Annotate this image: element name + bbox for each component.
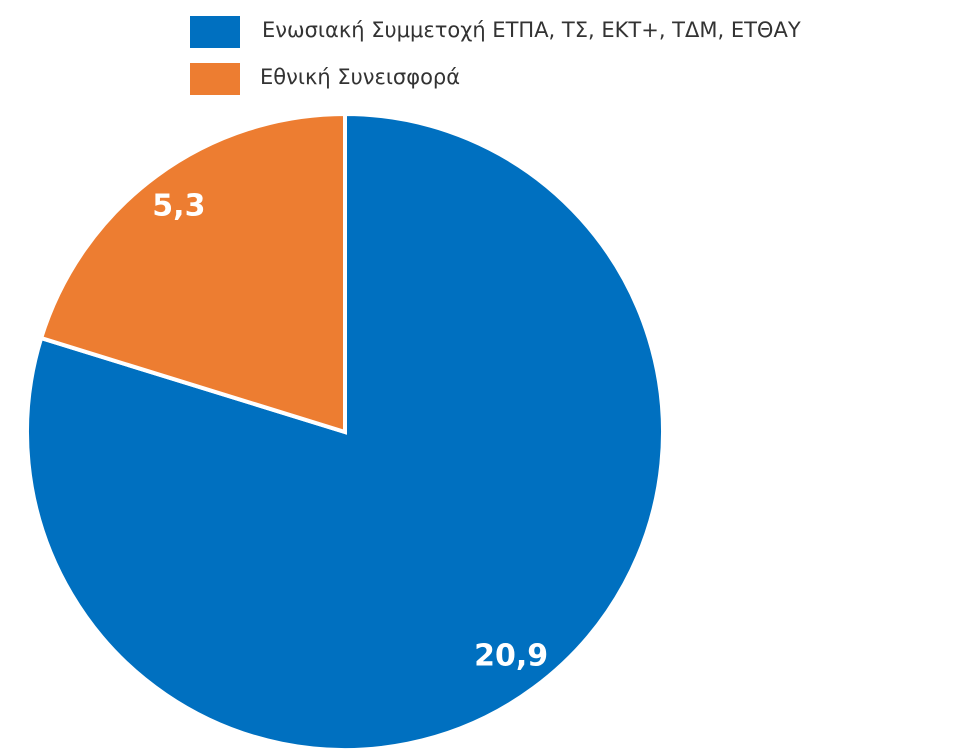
legend-label: Εθνική Συνεισφορά: [260, 65, 460, 89]
legend-swatch: [190, 63, 240, 95]
pie-slice: [38, 111, 347, 435]
legend-label: Ενωσιακή Συμμετοχή ΕΤΠΑ, ΤΣ, ΕΚΤ+, ΤΔΜ, …: [262, 18, 801, 42]
legend-swatch: [190, 16, 240, 48]
data-label: 20,9: [474, 639, 548, 674]
data-label: 5,3: [152, 188, 205, 223]
